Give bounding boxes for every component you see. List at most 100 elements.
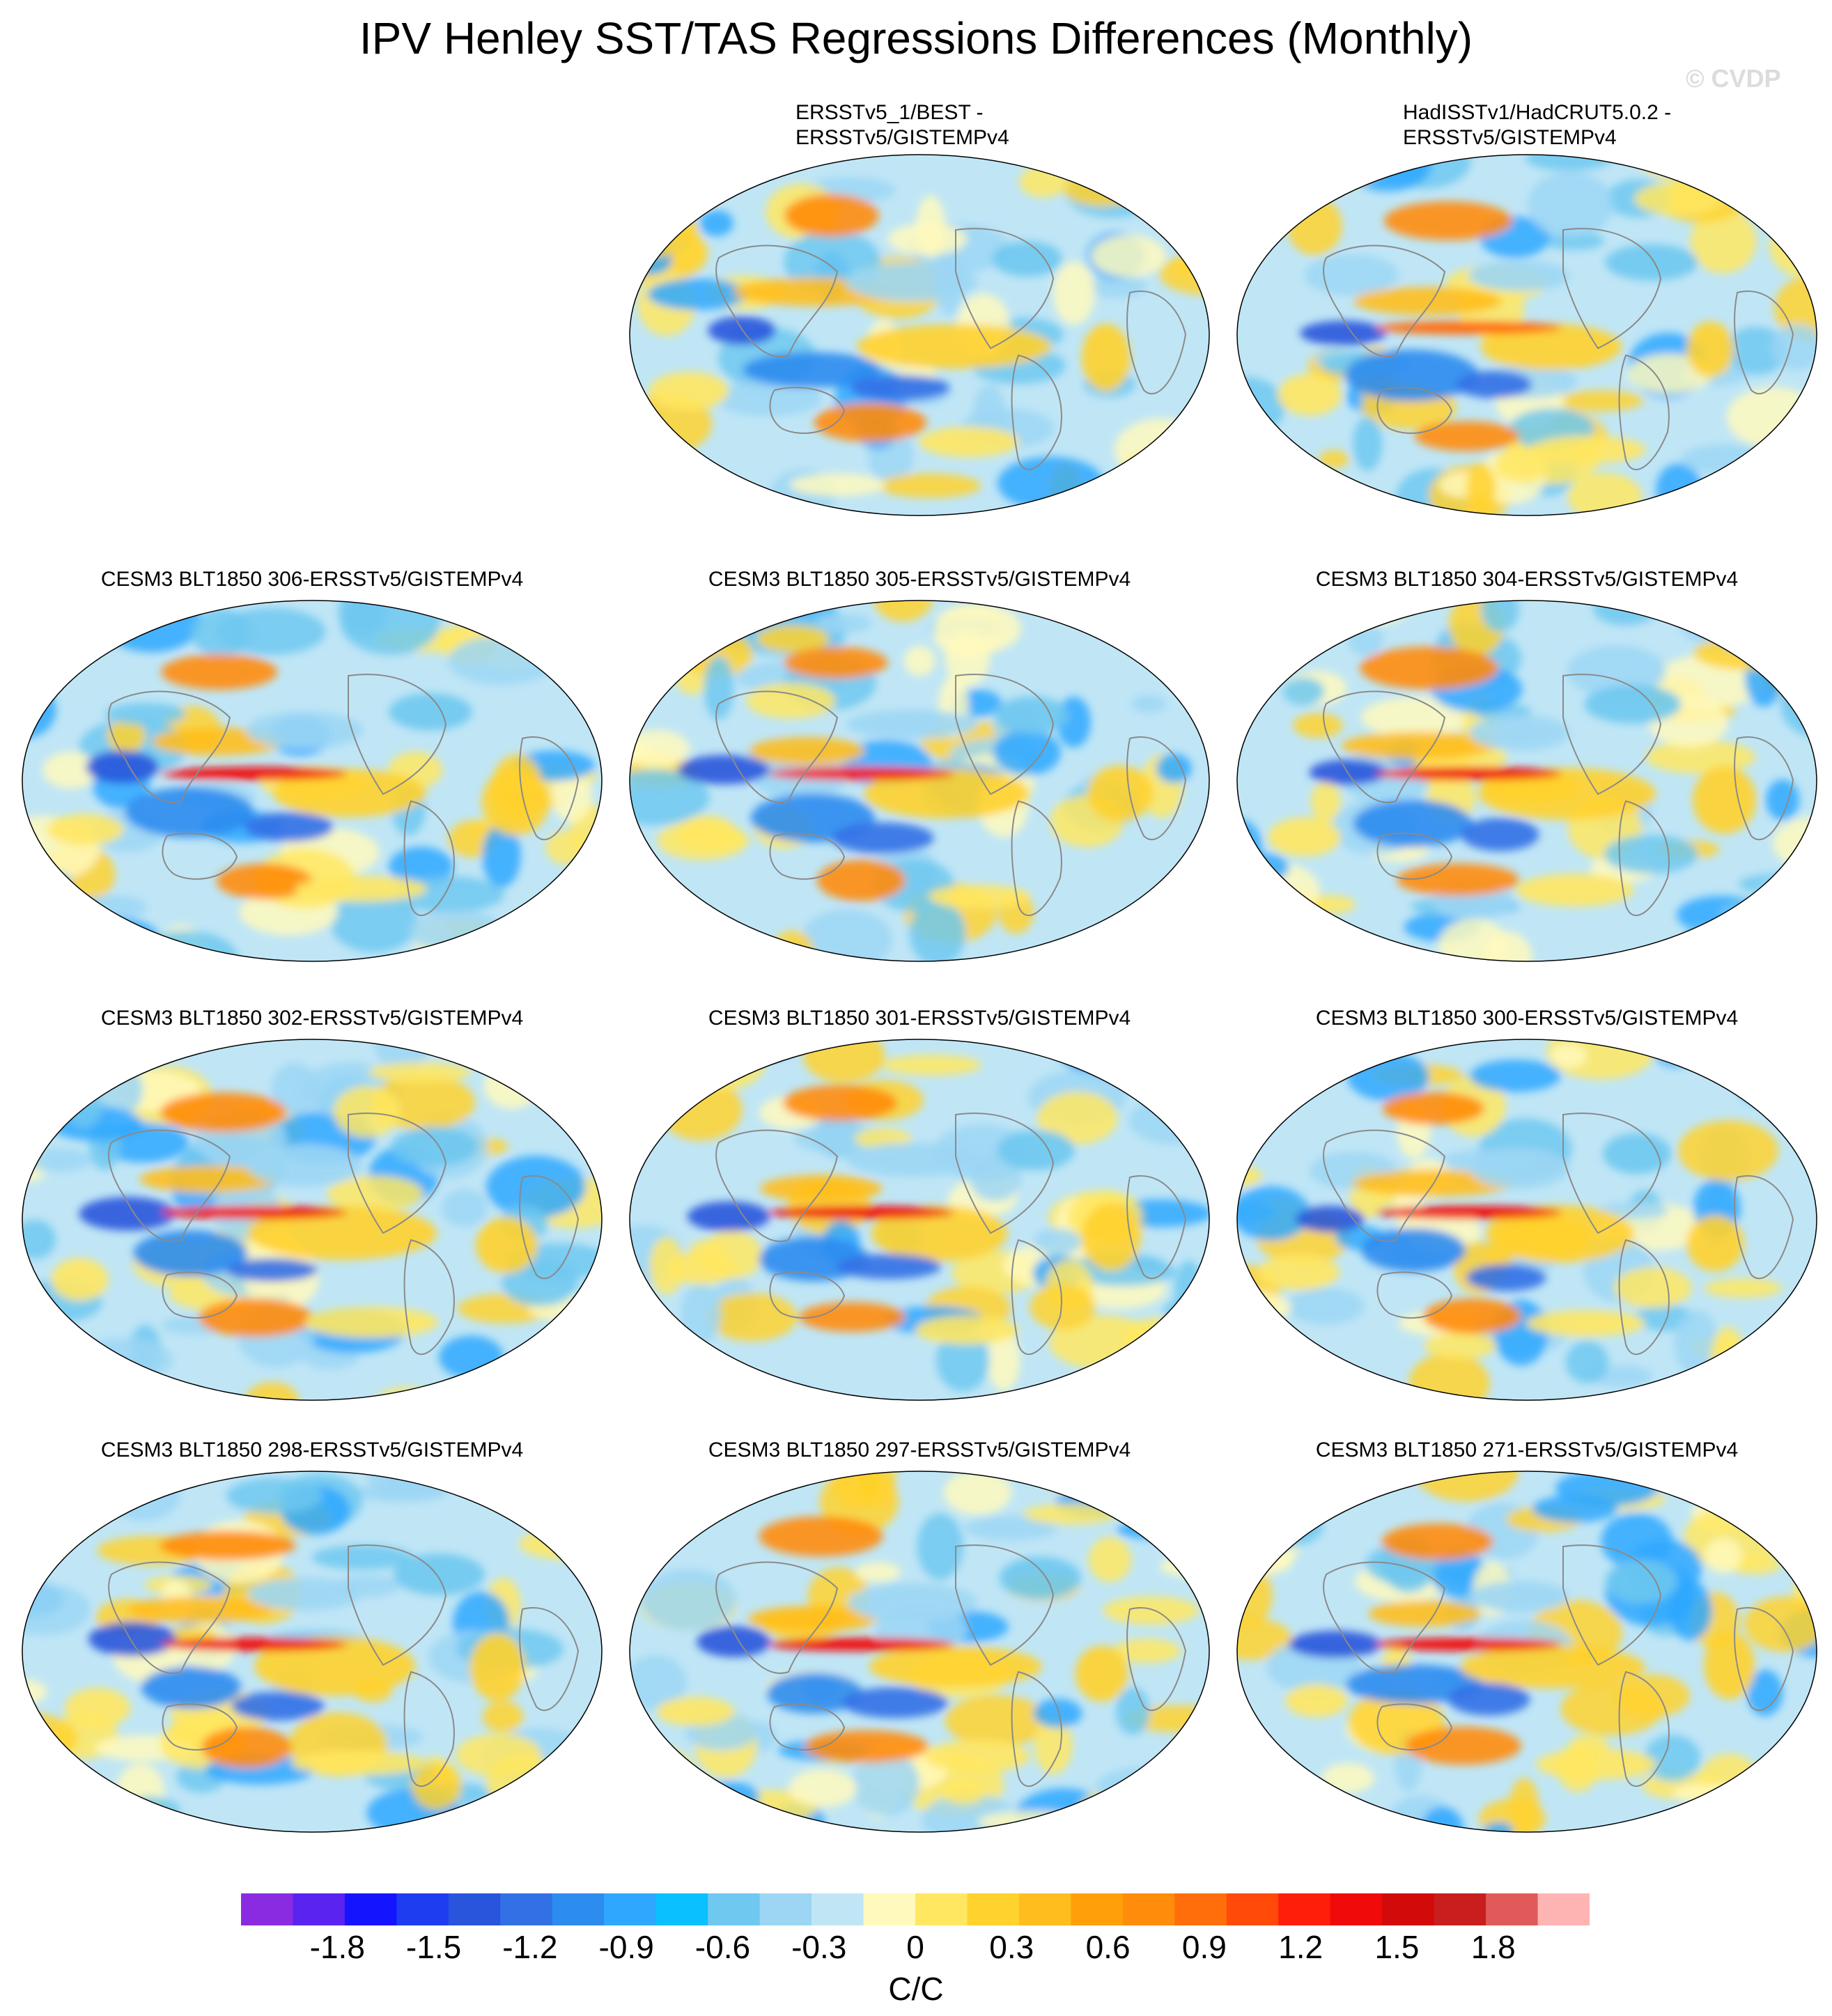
field-anomaly xyxy=(678,754,770,784)
colorbar-swatch xyxy=(604,1893,657,1925)
field-patch xyxy=(1668,1580,1712,1641)
field-anomaly xyxy=(676,815,737,851)
field-anomaly xyxy=(51,1257,109,1301)
field-patch xyxy=(945,1695,1049,1747)
field-anomaly xyxy=(1461,818,1539,851)
colorbar-swatch xyxy=(293,1893,346,1925)
field-anomaly xyxy=(1686,321,1734,378)
field-patch xyxy=(756,625,830,653)
map-border xyxy=(22,1039,603,1401)
panel-title: CESM3 BLT1850 271-ERSSTv5/GISTEMPv4 xyxy=(1316,1438,1738,1463)
field-patch xyxy=(715,1039,753,1071)
coastline xyxy=(519,736,580,841)
field-patch xyxy=(1019,165,1067,198)
colorbar-swatch xyxy=(1174,1893,1227,1925)
field-patch xyxy=(1033,1228,1082,1256)
field-patch xyxy=(1527,171,1614,238)
field-anomaly xyxy=(247,1144,363,1187)
field-patch xyxy=(86,600,173,614)
coastline xyxy=(403,1670,455,1788)
field-anomaly xyxy=(814,403,927,442)
field-patch xyxy=(1023,1503,1118,1525)
field-patch xyxy=(1645,740,1756,774)
field-patch xyxy=(486,1753,557,1812)
coastline xyxy=(1734,736,1794,841)
field-patch xyxy=(22,1344,107,1367)
equatorial-anomaly xyxy=(1375,321,1562,334)
field-anomaly xyxy=(1300,320,1387,346)
colorbar-swatch xyxy=(915,1893,968,1925)
field-patch xyxy=(945,630,990,687)
field-patch xyxy=(191,608,251,657)
field-patch xyxy=(1604,835,1698,874)
field-anomaly xyxy=(656,1696,735,1726)
field-patch xyxy=(1034,1716,1073,1774)
field-patch xyxy=(878,473,981,498)
equatorial-anomaly xyxy=(768,767,955,780)
field-anomaly xyxy=(845,262,979,302)
field-patch xyxy=(1360,697,1471,738)
coastline xyxy=(1323,1561,1446,1674)
field-patch xyxy=(1674,1310,1718,1375)
regression-map xyxy=(1236,1039,1817,1401)
field-patch xyxy=(630,408,655,450)
coastline xyxy=(1734,1607,1794,1712)
field-patch xyxy=(789,473,886,497)
field-patch xyxy=(509,1471,561,1508)
panel-title-line: ERSSTv5_1/BEST - xyxy=(795,101,984,124)
coastline xyxy=(769,832,846,880)
field-patch xyxy=(311,1545,413,1570)
field-anomaly xyxy=(784,646,888,679)
field-patch xyxy=(630,935,660,961)
field-anomaly xyxy=(1468,260,1570,292)
field-patch xyxy=(1293,713,1343,738)
field-patch xyxy=(978,1810,1082,1832)
regression-map xyxy=(629,600,1210,962)
field-patch xyxy=(1726,387,1817,448)
colorbar-swatch xyxy=(396,1893,449,1925)
field-anomaly xyxy=(1278,373,1342,416)
field-patch xyxy=(330,892,418,953)
panel-title: CESM3 BLT1850 297-ERSSTv5/GISTEMPv4 xyxy=(708,1438,1131,1463)
field-anomaly xyxy=(999,1556,1081,1599)
panel-title-line: CESM3 BLT1850 271-ERSSTv5/GISTEMPv4 xyxy=(1315,1439,1739,1461)
field-patch xyxy=(1352,416,1383,471)
panel-title: ERSSTv5_1/BEST - ERSSTv5/GISTEMPv4 xyxy=(795,100,1009,150)
field-patch xyxy=(551,769,593,823)
field-anomaly xyxy=(1480,323,1622,371)
field-anomaly xyxy=(1414,421,1519,451)
field-anomaly xyxy=(649,371,729,410)
field-patch xyxy=(1112,1638,1181,1664)
map-border xyxy=(1236,1471,1817,1833)
field-patch xyxy=(1525,155,1613,171)
field-anomaly xyxy=(160,1092,287,1133)
field-patch xyxy=(715,380,822,417)
field-patch xyxy=(1555,1471,1659,1507)
field-patch xyxy=(333,1086,401,1138)
field-anomaly xyxy=(1075,1645,1128,1702)
field-patch xyxy=(1239,896,1296,942)
field-patch xyxy=(1119,473,1161,503)
field-patch xyxy=(1711,185,1805,203)
field-patch xyxy=(1690,208,1757,274)
colorbar-swatch xyxy=(1122,1893,1175,1925)
field-patch xyxy=(1257,488,1305,507)
colorbar-tick-label: -0.3 xyxy=(791,1929,847,1965)
coastline xyxy=(769,387,846,434)
field-patch xyxy=(630,1039,704,1097)
field-anomaly xyxy=(850,375,950,401)
colorbar-swatch xyxy=(863,1893,916,1925)
colorbar-tick-label: 1.5 xyxy=(1374,1929,1420,1965)
coastline xyxy=(348,1544,447,1666)
coastline xyxy=(1323,245,1446,357)
field-patch xyxy=(104,702,186,725)
colorbar-swatch xyxy=(759,1893,812,1925)
field-anomaly xyxy=(1485,1204,1635,1263)
field-patch xyxy=(72,600,164,622)
field-patch xyxy=(1348,622,1383,656)
field-patch xyxy=(1755,474,1817,506)
field-anomaly xyxy=(857,324,1051,369)
field-patch xyxy=(1246,1818,1348,1832)
field-anomaly xyxy=(747,1606,877,1632)
field-anomaly xyxy=(832,822,934,854)
